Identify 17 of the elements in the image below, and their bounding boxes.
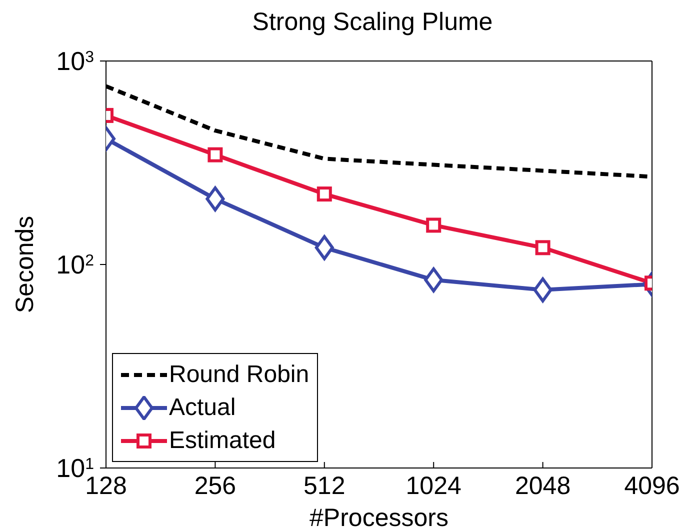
y-tick-label: 10$^{3}$ [56, 46, 94, 76]
legend-label: Actual [169, 394, 236, 422]
chart-title: Strong Scaling Plume [251, 8, 494, 37]
x-axis-title: #Processors [310, 504, 448, 528]
y-tick-label: 10$^{2}$ [56, 250, 94, 280]
point [424, 267, 444, 292]
point [314, 235, 334, 260]
point [426, 218, 442, 233]
point [316, 186, 332, 202]
x-tick-label: 512 [304, 472, 346, 500]
x-tick-label: 4096 [624, 472, 679, 500]
y-axis-title: Seconds [10, 216, 39, 314]
legend-label: Round Robin [169, 360, 310, 388]
x-tick-label: 2048 [514, 472, 571, 500]
legend-label: Estimated [169, 426, 276, 454]
x-tick-label: 256 [194, 472, 236, 500]
x-tick-label: 1024 [406, 472, 462, 500]
